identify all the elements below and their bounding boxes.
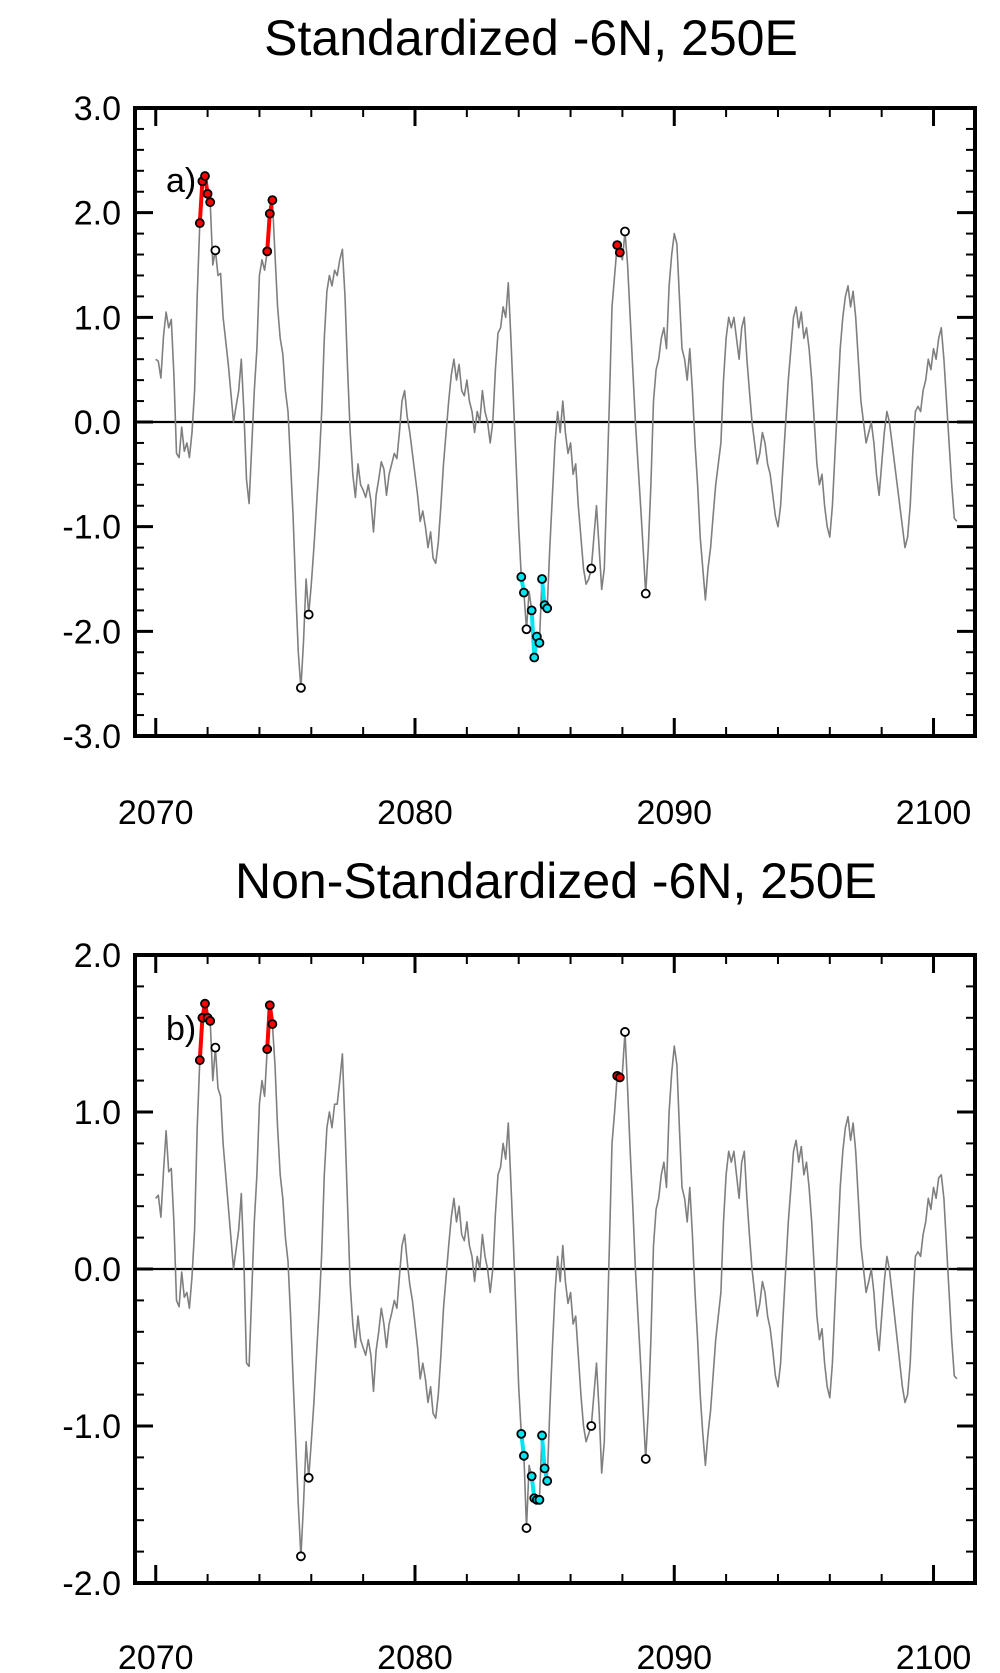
cold-event-marker — [537, 574, 547, 584]
warm-event-marker — [205, 1016, 216, 1026]
cold-event-marker — [534, 637, 545, 648]
warm-event-marker — [614, 1072, 625, 1083]
y-tick-label: 2.0 — [74, 195, 121, 233]
cold-event-marker — [526, 605, 537, 616]
y-tick-label: 3.0 — [74, 90, 121, 128]
panel-label: a) — [166, 162, 196, 200]
warm-event-marker — [267, 1019, 278, 1029]
axis-ticks — [135, 953, 975, 1585]
warm-event-marker — [205, 197, 216, 208]
open-marker — [640, 1454, 651, 1464]
cold-event-marker — [542, 603, 553, 614]
x-tick-label: 2070 — [118, 794, 194, 832]
warm-event-marker — [264, 1000, 275, 1011]
cold-event-marker — [518, 587, 529, 598]
open-marker — [210, 245, 221, 256]
cold-event-marker — [526, 1471, 537, 1482]
cold-event-marker — [539, 1463, 550, 1474]
plot-area — [155, 998, 958, 1562]
warm-event-marker — [194, 1055, 205, 1066]
open-marker — [521, 1523, 532, 1533]
cold-event-marker — [537, 1430, 547, 1441]
y-tick-label: -1.0 — [62, 509, 121, 547]
warm-event-line — [265, 199, 275, 252]
y-tick-label: -2.0 — [62, 1565, 121, 1603]
chart-title: Non-Standardized -6N, 250E — [235, 853, 877, 909]
cold-event-marker — [518, 1450, 529, 1461]
plot-area — [155, 171, 958, 693]
cold-event-marker — [534, 1494, 545, 1505]
cold-event-marker — [516, 1428, 527, 1439]
warm-event-line — [197, 1001, 212, 1061]
open-marker — [521, 624, 532, 635]
warm-event-marker — [194, 218, 205, 229]
warm-event-marker — [262, 246, 273, 257]
chart-title: Standardized -6N, 250E — [264, 10, 798, 66]
warm-event-marker — [614, 247, 625, 258]
x-tick-label: 2100 — [896, 1639, 972, 1673]
y-tick-label: 0.0 — [74, 1251, 121, 1289]
y-tick-label: 0.0 — [74, 404, 121, 442]
cold-event-marker — [542, 1476, 553, 1486]
axis-ticks — [135, 106, 975, 738]
open-marker — [586, 1421, 597, 1431]
panel-label: b) — [166, 1010, 196, 1048]
y-tick-label: -2.0 — [62, 613, 121, 651]
cold-event-marker — [529, 652, 540, 663]
open-marker — [640, 588, 651, 599]
open-marker — [296, 1551, 306, 1562]
panel-a: Standardized -6N, 250E -3.0 -2.0 -1.0 0.0 1.… — [62, 10, 977, 832]
warm-event-marker — [200, 998, 210, 1009]
axis-tick-labels: -3.0 -2.0 -1.0 0.0 1.0 2.0 3.0 2070 2080 2090 2100 — [62, 90, 971, 832]
series-line — [155, 1002, 958, 1558]
open-marker — [303, 1472, 314, 1483]
axis-tick-labels: -2.0 -1.0 0.0 1.0 2.0 2070 2080 2090 2100 — [62, 937, 971, 1673]
x-tick-label: 2070 — [118, 1639, 194, 1673]
y-tick-label: 1.0 — [74, 1094, 121, 1132]
x-tick-label: 2100 — [896, 794, 972, 832]
y-tick-label: 2.0 — [74, 937, 121, 975]
x-tick-label: 2090 — [636, 1639, 712, 1673]
x-tick-label: 2090 — [636, 794, 712, 832]
y-tick-label: -3.0 — [62, 718, 121, 756]
warm-event-marker — [264, 208, 275, 219]
cold-event-marker — [516, 572, 527, 582]
open-marker — [296, 682, 306, 693]
warm-event-marker — [262, 1044, 273, 1055]
warm-event-marker — [200, 171, 210, 181]
open-marker — [303, 609, 314, 620]
y-tick-label: -1.0 — [62, 1408, 121, 1446]
open-marker — [620, 226, 630, 237]
panel-b: Non-Standardized -6N, 250E -2.0 -1.0 0.0 1.… — [62, 853, 977, 1673]
x-tick-label: 2080 — [377, 1639, 453, 1673]
cold-event-line — [540, 1435, 550, 1482]
warm-event-marker — [267, 195, 278, 206]
x-tick-label: 2080 — [377, 794, 453, 832]
warm-event-marker — [202, 188, 213, 199]
open-marker — [586, 563, 597, 574]
series-line — [155, 175, 958, 689]
open-marker — [620, 1027, 630, 1037]
y-tick-label: 1.0 — [74, 299, 121, 337]
open-marker — [210, 1042, 221, 1053]
